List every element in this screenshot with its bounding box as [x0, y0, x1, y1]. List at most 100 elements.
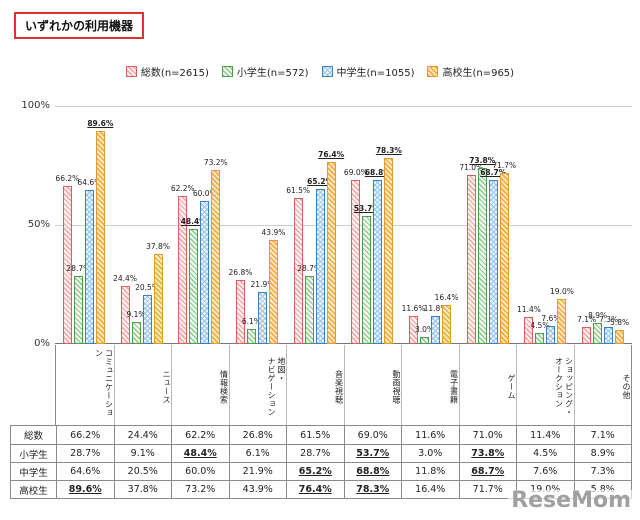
- table-cell: 19.0%: [516, 480, 574, 498]
- bar: [535, 333, 545, 344]
- bar-value-label: 62.2%: [170, 184, 195, 193]
- bar-group-1: 24.4% 9.1% 20.5% 37.8%: [113, 106, 171, 344]
- table-cell: 65.2%: [286, 462, 344, 480]
- table-cell: 68.8%: [343, 462, 401, 480]
- bar-group-0: 66.2% 28.7% 64.6% 89.6%: [55, 106, 113, 344]
- table-cell: 37.8%: [113, 480, 171, 498]
- bar: [73, 276, 83, 344]
- bar: [257, 292, 267, 344]
- table-cell: 68.7%: [458, 462, 516, 480]
- bar-value-label: 3.0%: [415, 325, 435, 334]
- table-cell: 73.8%: [458, 444, 516, 462]
- bar-value-label: 6.1%: [241, 317, 261, 326]
- category-label-2: 情報検索: [171, 345, 229, 425]
- legend-label: 高校生(n=965): [442, 68, 515, 79]
- bar: [373, 180, 383, 344]
- table-cell: 16.4%: [401, 480, 459, 498]
- gridline-100: [55, 106, 632, 107]
- x-axis-line: [55, 343, 632, 344]
- bar-value-label: 71.0%: [459, 163, 484, 172]
- legend-item-2: 中学生(n=1055): [321, 64, 415, 79]
- table-cell: 20.5%: [113, 462, 171, 480]
- bar: [362, 216, 372, 344]
- legend-swatch-icon: [321, 66, 333, 77]
- category-label-8: ショッピング・ オークション: [516, 345, 574, 425]
- bar: [153, 254, 163, 344]
- table-cell: 21.9%: [228, 462, 286, 480]
- bar-value-label: 26.8%: [228, 268, 253, 277]
- bar-value-label: 9.1%: [126, 310, 146, 319]
- bar-value-label: 68.8%: [364, 168, 391, 177]
- bar-value-label: 19.0%: [550, 287, 574, 296]
- table-cell: 71.0%: [458, 426, 517, 444]
- category-label-0: コミュニケーション: [94, 349, 114, 417]
- table-cell: 9.1%: [113, 444, 171, 462]
- category-label-5: 動画視聴: [343, 345, 401, 425]
- bar-group-5: 69.0% 53.7% 68.8% 78.3%: [344, 106, 402, 344]
- table-cell: 7.3%: [573, 462, 631, 480]
- category-label-1: ニュース: [113, 345, 171, 425]
- bar: [442, 305, 452, 344]
- table-cell: 11.8%: [401, 462, 459, 480]
- table-cell: 73.2%: [171, 480, 229, 498]
- legend-label: 総数(n=2615): [140, 68, 209, 79]
- bar-value-label: 4.5%: [530, 321, 550, 330]
- table-cell: 8.9%: [573, 444, 631, 462]
- category-label-6: 電子書籍: [401, 345, 459, 425]
- table-cell: 89.6%: [56, 480, 114, 498]
- bar-chart-plot-area: 66.2% 28.7% 64.6% 89.6% 24.4% 9.1% 20.5% 37.8% 6…: [55, 106, 632, 344]
- bar: [409, 316, 419, 344]
- category-label-4: 音楽視聴: [286, 345, 344, 425]
- bar-value-label: 66.2%: [55, 174, 80, 183]
- table-cell: 62.2%: [171, 426, 229, 444]
- legend-item-3: 高校生(n=965): [427, 64, 514, 79]
- bar-value-label: 20.5%: [135, 283, 159, 292]
- bar: [420, 337, 430, 344]
- bar-value-label: 89.6%: [87, 119, 114, 128]
- bar-value-label: 53.7%: [353, 204, 380, 213]
- bar: [488, 180, 498, 344]
- bar-value-label: 73.8%: [469, 156, 496, 165]
- table-cell: 64.6%: [56, 462, 114, 480]
- bar: [178, 196, 188, 344]
- bar-value-label: 11.8%: [423, 304, 448, 313]
- bar-value-label: 11.4%: [517, 305, 541, 314]
- bar: [351, 180, 361, 344]
- bar: [142, 295, 152, 344]
- legend-swatch-icon: [125, 66, 137, 77]
- category-label-3: 地図・ ナビゲーション: [228, 345, 286, 425]
- y-axis-label-0: 0%: [34, 338, 50, 349]
- bar-group-6: 11.6% 3.0% 11.8% 16.4%: [401, 106, 459, 344]
- bar-value-label: 8.9%: [588, 311, 608, 320]
- bar: [604, 327, 614, 344]
- bar: [466, 175, 476, 344]
- bar: [62, 186, 72, 344]
- table-cell: 53.7%: [343, 444, 401, 462]
- bar-group-3: 26.8% 6.1% 21.9% 43.9%: [228, 106, 286, 344]
- y-axis-label-100: 100%: [21, 100, 50, 111]
- bar: [431, 316, 441, 344]
- table-cell: 5.8%: [573, 480, 631, 498]
- bar-value-label: 5.8%: [610, 318, 630, 327]
- bar-value-label: 64.6%: [77, 178, 102, 187]
- legend-label: 中学生(n=1055): [336, 68, 415, 79]
- bar: [557, 299, 567, 344]
- table-cell: 26.8%: [228, 426, 287, 444]
- bar: [477, 168, 487, 344]
- bar: [95, 131, 105, 344]
- bar-group-4: 61.5% 28.7% 65.2% 76.4%: [286, 106, 344, 344]
- bar-value-label: 65.2%: [307, 177, 334, 186]
- table-cell: 6.1%: [228, 444, 286, 462]
- table-cell: 24.4%: [113, 426, 172, 444]
- bar-value-label: 7.6%: [541, 314, 561, 323]
- bar-group-2: 62.2% 48.4% 60.0% 73.2%: [170, 106, 228, 344]
- table-cell: 43.9%: [228, 480, 286, 498]
- table-cell: 78.3%: [343, 480, 401, 498]
- table-cell: 61.5%: [286, 426, 344, 444]
- category-label-7: ゲーム: [458, 345, 516, 425]
- bar-value-label: 7.1%: [577, 315, 597, 324]
- bar: [189, 229, 199, 344]
- table-cell: 28.7%: [286, 444, 344, 462]
- x-axis-category-labels: コミュニケーション ニュース 情報検索 地図・ ナビゲーション 音楽視聴 動画視聴 電子書籍…: [55, 345, 632, 426]
